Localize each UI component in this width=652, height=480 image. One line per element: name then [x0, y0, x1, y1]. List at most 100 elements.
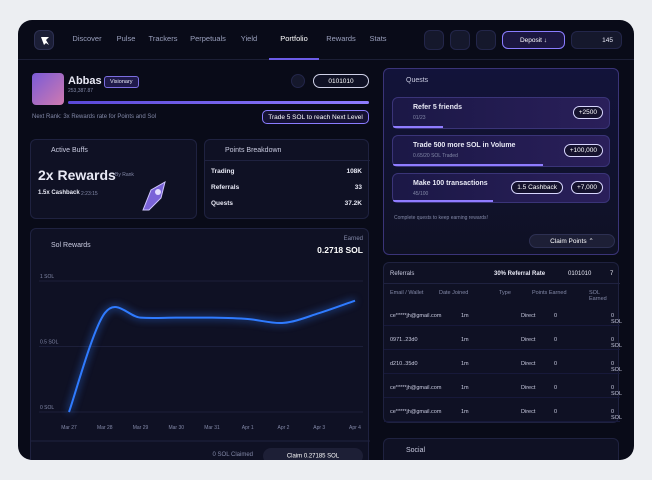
table-cell: 0 — [554, 361, 558, 367]
table-cell: Direct — [521, 313, 536, 319]
points-label: Quests — [211, 200, 234, 207]
quest-bonus: 1.5 Cashback — [511, 181, 563, 194]
table-cell: 1m — [461, 361, 469, 367]
rank-badge: Visionary — [104, 76, 139, 88]
column-header: Email / Wallet — [390, 290, 424, 296]
nav-active-indicator — [269, 58, 319, 60]
earned-value: 0.2718 SOL — [317, 245, 363, 255]
deposit-label: Deposit — [519, 36, 542, 44]
buffs-cashback: 1.5x Cashback — [38, 190, 80, 196]
nav-item[interactable]: Yield — [240, 34, 258, 43]
referrals-title: Referrals — [390, 271, 415, 277]
x-tick-label: Apr 4 — [349, 425, 361, 431]
buffs-by-rank: By Rank — [115, 172, 134, 178]
social-title: Social — [406, 447, 426, 454]
line-series — [68, 299, 356, 413]
table-cell: ce*****jh@gmail.com — [390, 385, 442, 391]
nav-item[interactable]: Stats — [369, 34, 387, 43]
row-divider — [384, 421, 620, 422]
next-rank: Next Rank: 3x Rewards rate for Points an… — [32, 114, 157, 120]
table-cell: 0 — [554, 409, 558, 415]
search-button[interactable] — [424, 30, 444, 50]
referrals-card: Referrals 30% Referral Rate 0101010 7 Em… — [383, 262, 623, 423]
quest-reward: +7,000 — [570, 181, 603, 194]
row-divider — [384, 325, 620, 326]
balance[interactable]: 145 — [571, 31, 622, 49]
quest-progress: 01/23 — [413, 115, 426, 121]
favorites-button[interactable] — [450, 30, 470, 50]
buffs-timer: 2:23:15 — [81, 191, 98, 197]
next-level-button[interactable]: Trade 5 SOL to reach Next Level — [262, 110, 369, 124]
nav-bar: Deposit ↓ 145 Discover Pulse Trackers Perpe… — [18, 20, 634, 60]
divider — [205, 160, 370, 161]
table-cell: ce*****jh@gmail.com — [390, 409, 442, 415]
buffs-title: Active Buffs — [51, 147, 88, 154]
points-label: Referrals — [211, 184, 240, 191]
points-value: 33 — [354, 184, 362, 191]
chart-card: Apr 4 Apr 3 Apr 2 Apr 1 Mar 31 Mar 30 Mar 29 Ma… — [30, 228, 370, 460]
profile-subtitle: 253,387.87 — [68, 88, 94, 94]
points-value: 37.2K — [344, 200, 362, 207]
x-tick-label: Mar 28 — [97, 425, 113, 431]
quest-title: Refer 5 friends — [413, 104, 463, 111]
claimed-label: 0 SOL Claimed — [213, 452, 253, 458]
table-cell: 1m — [461, 337, 469, 343]
x-tick-label: Mar 29 — [133, 425, 149, 431]
nav-item[interactable]: Perpetuals — [190, 34, 226, 43]
table-cell: 1m — [461, 313, 469, 319]
avatar — [32, 73, 64, 105]
logo[interactable] — [34, 30, 54, 50]
table-cell: 0 — [554, 313, 558, 319]
nav-item[interactable]: Pulse — [116, 34, 136, 43]
column-header: SOL Earned — [589, 290, 607, 302]
table-cell: Direct — [521, 337, 536, 343]
claim-points-label: Claim Points — [550, 237, 587, 245]
app: Deposit ↓ 145 Discover Pulse Trackers Perpe… — [18, 20, 634, 460]
deposit-button[interactable]: Deposit ↓ — [502, 31, 565, 49]
table-cell: d210..35d0 — [390, 361, 418, 367]
claim-label: Claim 0.27185 SOL — [287, 454, 340, 460]
table-cell: 0 — [554, 385, 558, 391]
x-tick-label: Mar 27 — [61, 425, 77, 431]
buffs-headline: 2x Rewards — [38, 167, 116, 183]
logo-icon — [41, 37, 49, 45]
nav-item[interactable]: Rewards — [326, 34, 356, 43]
code-value: 0101010 — [328, 77, 354, 85]
row-divider — [384, 373, 620, 374]
y-tick-label: 0 SOL — [40, 405, 54, 411]
table-cell: Direct — [521, 385, 536, 391]
column-header: Type — [499, 290, 511, 296]
table-cell: 1m — [461, 385, 469, 391]
referral-count: 7 — [610, 271, 614, 277]
row-divider — [384, 397, 620, 398]
nav-item[interactable]: Discover — [72, 34, 102, 43]
claim-button[interactable] — [263, 448, 363, 460]
referral-code[interactable]: 0101010 — [568, 271, 592, 277]
table-cell: 0 SOL — [611, 409, 623, 421]
quest-reward: +2500 — [572, 106, 603, 119]
table-cell: 0 SOL — [611, 361, 623, 373]
quests-title: Quests — [406, 77, 429, 84]
rocket-icon — [142, 180, 166, 211]
notifications-button[interactable] — [476, 30, 496, 50]
code-button[interactable]: 0101010 — [313, 74, 369, 88]
table-cell: 0971..23d0 — [390, 337, 418, 343]
quests-note: Complete quests to keep earning rewards! — [394, 215, 488, 221]
table-cell: 0 SOL — [611, 385, 623, 397]
quest-item: Refer 5 friends 01/23 +2500 — [392, 97, 610, 129]
points-title: Points Breakdown — [225, 147, 282, 154]
x-tick-label: Mar 30 — [168, 425, 184, 431]
claim-points-button[interactable]: Claim Points ⌃ — [529, 234, 615, 248]
column-header: Date Joined — [439, 290, 469, 296]
table-cell: Direct — [521, 361, 536, 367]
quest-progress: 0.65/20 SOL Traded — [413, 153, 458, 159]
table-cell: Direct — [521, 409, 536, 415]
points-label: Trading — [211, 168, 235, 175]
nav-item[interactable]: Trackers — [148, 34, 178, 43]
nav-item[interactable]: Portfolio — [280, 34, 308, 43]
points-value: 108K — [346, 168, 362, 175]
chart-title: Sol Rewards — [51, 242, 91, 249]
chart: Apr 4 Apr 3 Apr 2 Apr 1 Mar 31 Mar 30 Mar 29 Ma… — [31, 236, 370, 460]
share-button[interactable] — [291, 74, 305, 88]
